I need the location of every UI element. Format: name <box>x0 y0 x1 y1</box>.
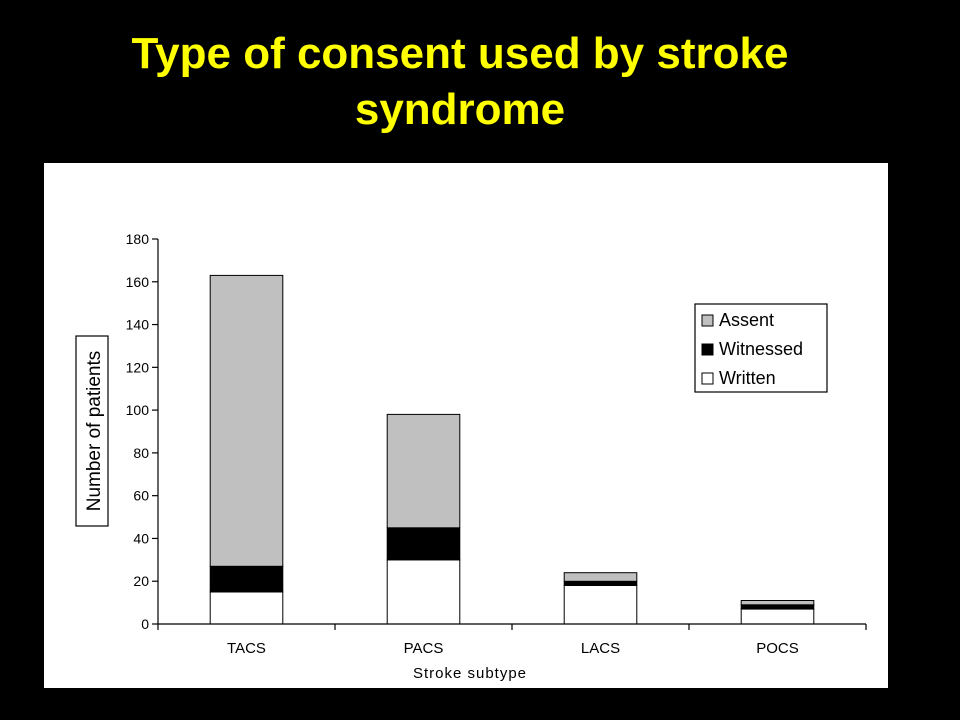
x-tick-label-lacs: LACS <box>581 640 620 657</box>
y-tick-label: 100 <box>126 402 150 418</box>
legend-label-written: Written <box>719 368 776 388</box>
bar-written-pacs <box>386 559 461 625</box>
bar-written-lacs <box>563 585 638 625</box>
y-axis-title-box <box>75 335 109 527</box>
bar-witnessed-lacs <box>563 580 638 587</box>
y-axis-title-group: Number of patients <box>75 335 109 527</box>
y-axis-title: Number of patients <box>84 351 105 512</box>
y-tick-label: 180 <box>126 231 150 247</box>
y-tick-label: 0 <box>141 616 149 632</box>
y-tick-label: 80 <box>133 445 149 461</box>
bars <box>209 274 815 625</box>
stacked-bar-chart: Number of patients 0 20 40 60 80 100 120 140 160… <box>75 231 867 682</box>
y-tick-label: 140 <box>126 317 150 333</box>
y-tick-label: 40 <box>133 530 149 546</box>
bar-written-pocs <box>740 608 815 625</box>
x-tick-label-pocs: POCS <box>756 640 799 657</box>
slide-title-line2: syndrome <box>354 85 566 134</box>
y-tick-labels: 0 20 40 60 80 100 120 140 160 180 <box>126 231 150 632</box>
bar-assent-pacs <box>386 413 461 529</box>
bar-assent-tacs <box>209 274 284 567</box>
slide-title-line1: Type of consent used by stroke <box>131 29 789 78</box>
chart-panel: Number of patients 0 20 40 60 80 100 120 140 160… <box>44 163 888 688</box>
bar-witnessed-pacs <box>386 527 461 561</box>
bar-written-tacs <box>209 591 284 625</box>
x-tick-labels: TACS PACS LACS POCS <box>227 640 799 657</box>
y-tick-label: 120 <box>126 359 150 375</box>
bar-witnessed-pocs <box>740 604 815 610</box>
legend-swatch-written <box>701 372 714 385</box>
legend-swatch-witnessed <box>701 343 714 356</box>
bar-assent-pocs <box>740 600 815 606</box>
y-tick-label: 20 <box>133 573 149 589</box>
legend: Assent Witnessed Written <box>694 303 828 393</box>
slide-title: Type of consent used by stroke syndrome <box>0 26 920 138</box>
legend-swatch-assent <box>701 314 714 327</box>
y-tick-label: 60 <box>133 488 149 504</box>
x-tick-label-pacs: PACS <box>404 640 444 657</box>
legend-label-witnessed: Witnessed <box>719 339 803 359</box>
bar-assent-lacs <box>563 572 638 582</box>
bar-witnessed-tacs <box>209 565 284 593</box>
legend-box <box>694 303 828 393</box>
legend-label-assent: Assent <box>719 310 774 330</box>
axes <box>152 238 867 630</box>
x-tick-label-tacs: TACS <box>227 640 266 657</box>
x-axis-title: Stroke subtype <box>413 665 527 682</box>
y-tick-label: 160 <box>126 274 150 290</box>
